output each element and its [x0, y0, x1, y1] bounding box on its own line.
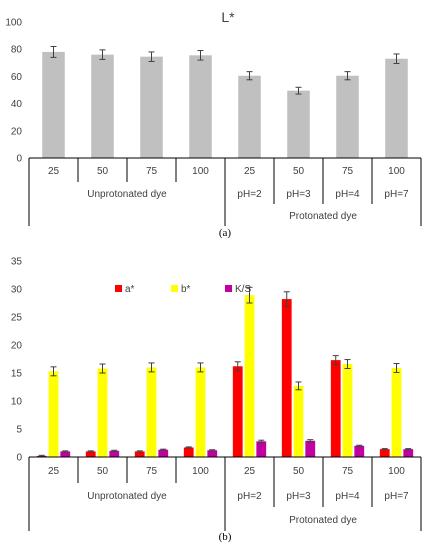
chart-b: 0 5 10 15 20 25 30 35 25 50 75 100 25 50 75 100 pH=2 pH=3…	[11, 257, 422, 543]
bar	[85, 451, 96, 457]
y-tick-label: 10	[11, 397, 23, 408]
x-tick-label: 25	[244, 166, 256, 177]
bar	[207, 450, 218, 457]
x-subcategory-label: pH=3	[286, 491, 311, 502]
bar	[330, 360, 341, 457]
x-subcategory-label: pH=7	[384, 491, 409, 502]
x-subcategory-label: pH=3	[286, 189, 311, 200]
bar	[305, 440, 316, 457]
y-tick-label: 0	[16, 453, 22, 464]
bar	[391, 367, 402, 457]
x-tick-label: 25	[48, 466, 60, 477]
bar	[342, 364, 353, 457]
legend-swatch	[225, 285, 232, 292]
x-subcategory-label: pH=4	[335, 491, 360, 502]
y-tick-label: 60	[11, 72, 23, 83]
bar	[60, 451, 71, 457]
x-tick-label: 50	[97, 466, 109, 477]
x-tick-label: 100	[388, 166, 405, 177]
bar	[354, 445, 365, 457]
chart-title: L*	[221, 9, 235, 25]
legend-swatch	[115, 285, 122, 292]
x-tick-label: 100	[388, 466, 405, 477]
legend-label: b*	[181, 284, 191, 295]
figure-caption: (a)	[219, 227, 232, 239]
y-tick-label: 20	[11, 126, 23, 137]
legend-swatch	[171, 285, 178, 292]
bar	[97, 368, 108, 457]
legend-label: a*	[125, 284, 135, 295]
bar	[403, 449, 414, 457]
legend-item: b*	[171, 284, 191, 295]
bar	[146, 367, 157, 457]
y-tick-label: 25	[11, 313, 23, 324]
bar	[256, 441, 267, 457]
bar	[385, 58, 408, 158]
x-tick-label: 100	[192, 466, 209, 477]
y-tick-label: 40	[11, 99, 23, 110]
x-tick-label: 50	[293, 466, 305, 477]
y-tick-label: 30	[11, 285, 23, 296]
x-tick-label: 100	[192, 166, 209, 177]
legend-label: K/S	[235, 284, 251, 295]
bar	[109, 450, 120, 457]
x-tick-label: 50	[293, 166, 305, 177]
x-tick-label: 75	[342, 166, 354, 177]
y-tick-label: 0	[16, 154, 22, 165]
x-tick-label: 75	[146, 466, 158, 477]
x-group-label: Protonated dye	[289, 515, 357, 526]
x-tick-label: 75	[146, 166, 158, 177]
x-tick-label: 50	[97, 166, 109, 177]
x-group-label: Protonated dye	[289, 211, 357, 222]
y-tick-label: 20	[11, 341, 23, 352]
legend-item: a*	[115, 284, 135, 295]
bar	[140, 56, 163, 158]
x-subcategory-label: pH=2	[237, 491, 262, 502]
bar	[189, 55, 212, 158]
legend-item: K/S	[225, 284, 251, 295]
x-subcategory-label: pH=4	[335, 189, 360, 200]
bar	[91, 54, 114, 158]
x-group-label: Unprotonated dye	[87, 491, 167, 502]
bar	[183, 447, 194, 457]
bar	[158, 449, 169, 457]
x-group-label: Unprotonated dye	[87, 189, 167, 200]
bar	[232, 366, 243, 457]
x-tick-label: 25	[244, 466, 256, 477]
bar	[293, 385, 304, 457]
bar	[244, 295, 255, 457]
y-tick-label: 80	[11, 45, 23, 56]
figure-caption: (b)	[219, 531, 232, 543]
y-tick-label: 35	[11, 257, 23, 268]
x-subcategory-label: pH=7	[384, 189, 409, 200]
bar	[287, 90, 310, 158]
y-tick-label: 5	[16, 425, 22, 436]
x-tick-label: 75	[342, 466, 354, 477]
bar	[48, 371, 59, 457]
bar	[134, 451, 145, 457]
x-subcategory-label: pH=2	[237, 189, 262, 200]
y-tick-label: 100	[5, 18, 22, 29]
x-tick-label: 25	[48, 166, 60, 177]
bar	[42, 51, 65, 158]
bar	[379, 449, 390, 457]
bar	[336, 75, 359, 158]
bar	[195, 367, 206, 457]
y-tick-label: 15	[11, 369, 23, 380]
bar	[281, 299, 292, 457]
bar	[238, 75, 261, 158]
chart-a: 0 20 40 60 80 100 25 50 75 100 25 50 75 100 pH=2 pH=3 pH…	[5, 9, 422, 239]
